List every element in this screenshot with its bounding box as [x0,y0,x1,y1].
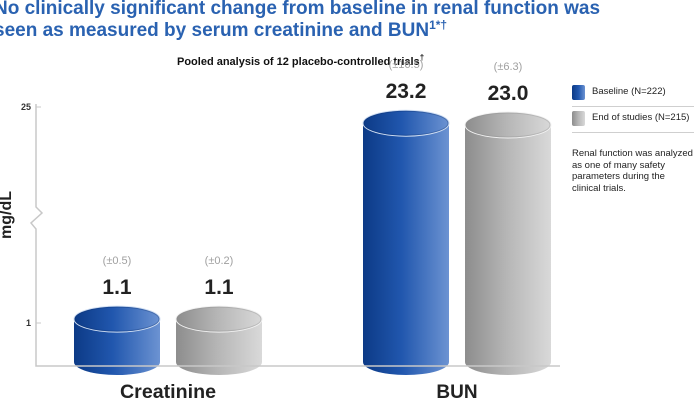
bar-error-label-bun-end-of-studies: (±6.3) [494,61,523,73]
x-axis-labels: Creatinine BUN [120,382,478,403]
bar-bun-end-of-studies [464,111,552,375]
bar-top-creatinine-end-of-studies [175,305,263,333]
legend-label-end-of-studies: End of studies (N=215) [592,112,690,123]
headline: No clinically significant change from ba… [0,0,697,42]
legend-swatch-end-of-studies [572,111,585,126]
bar-value-label-creatinine-end-of-studies: 1.1 [204,276,234,299]
bar-rim-creatinine-end-of-studies [176,306,262,332]
bar-top-creatinine-baseline [73,305,161,333]
legend-divider [572,106,694,107]
legend-divider [572,132,694,133]
y-tick-label-top: 25 [21,102,31,112]
headline-line-1: No clinically significant change from ba… [0,0,601,19]
chart-title-text: Pooled analysis of 12 placebo-controlled… [177,56,420,68]
bar-body-bun-end-of-studies [465,125,551,375]
bar-error-label-creatinine-baseline: (±0.5) [103,255,132,267]
legend-item-baseline: Baseline (N=222) [572,82,694,107]
chart-bars [73,109,552,375]
bar-creatinine-baseline [73,305,161,375]
bar-body-bun-baseline [363,123,449,375]
x-category-label-bun: BUN [436,382,477,403]
bar-body-creatinine-end-of-studies [176,319,262,375]
bar-top-bun-baseline [362,109,450,137]
headline-line-2: seen as measured by serum creatinine and… [0,18,697,42]
bar-rim-bun-end-of-studies [465,112,551,138]
bar-rim-bun-baseline [363,110,449,136]
bar-error-label-creatinine-end-of-studies: (±0.2) [205,255,234,267]
bar-bun-baseline [362,109,450,375]
y-tick-label-bottom: 1 [26,318,31,328]
chart-title: Pooled analysis of 12 placebo-controlled… [177,53,425,69]
footnote-note: Renal function was analyzed as one of ma… [572,148,693,194]
bar-body-creatinine-baseline [74,319,160,375]
headline-footnote-marks: 1*† [429,18,448,32]
bar-top-bun-end-of-studies [464,111,552,139]
bar-rim-creatinine-baseline [74,306,160,332]
legend-label-baseline: Baseline (N=222) [592,86,666,97]
chart-legend: Baseline (N=222) End of studies (N=215) [572,82,694,134]
legend-swatch-baseline [572,85,585,100]
headline-line-2-text: seen as measured by serum creatinine and… [0,20,430,41]
y-axis-line [29,104,560,367]
bar-value-label-creatinine-baseline: 1.1 [102,276,132,299]
legend-item-end-of-studies: End of studies (N=215) [572,108,694,133]
bar-error-label-bun-baseline: (±16.5) [389,59,424,71]
chart-title-footnote-mark: † [419,53,425,62]
bar-value-label-bun-end-of-studies: 23.0 [488,82,529,105]
chart-value-labels: (±0.5) 1.1 (±0.2) 1.1 (±16.5) 23.2 (±6.3) 23.0 [102,59,528,299]
x-category-label-creatinine: Creatinine [120,382,216,403]
bar-value-label-bun-baseline: 23.2 [386,80,427,103]
chart-axes: 25 1 mg/dL [0,102,560,367]
bar-creatinine-end-of-studies [175,305,263,375]
y-axis-label: mg/dL [0,191,15,239]
